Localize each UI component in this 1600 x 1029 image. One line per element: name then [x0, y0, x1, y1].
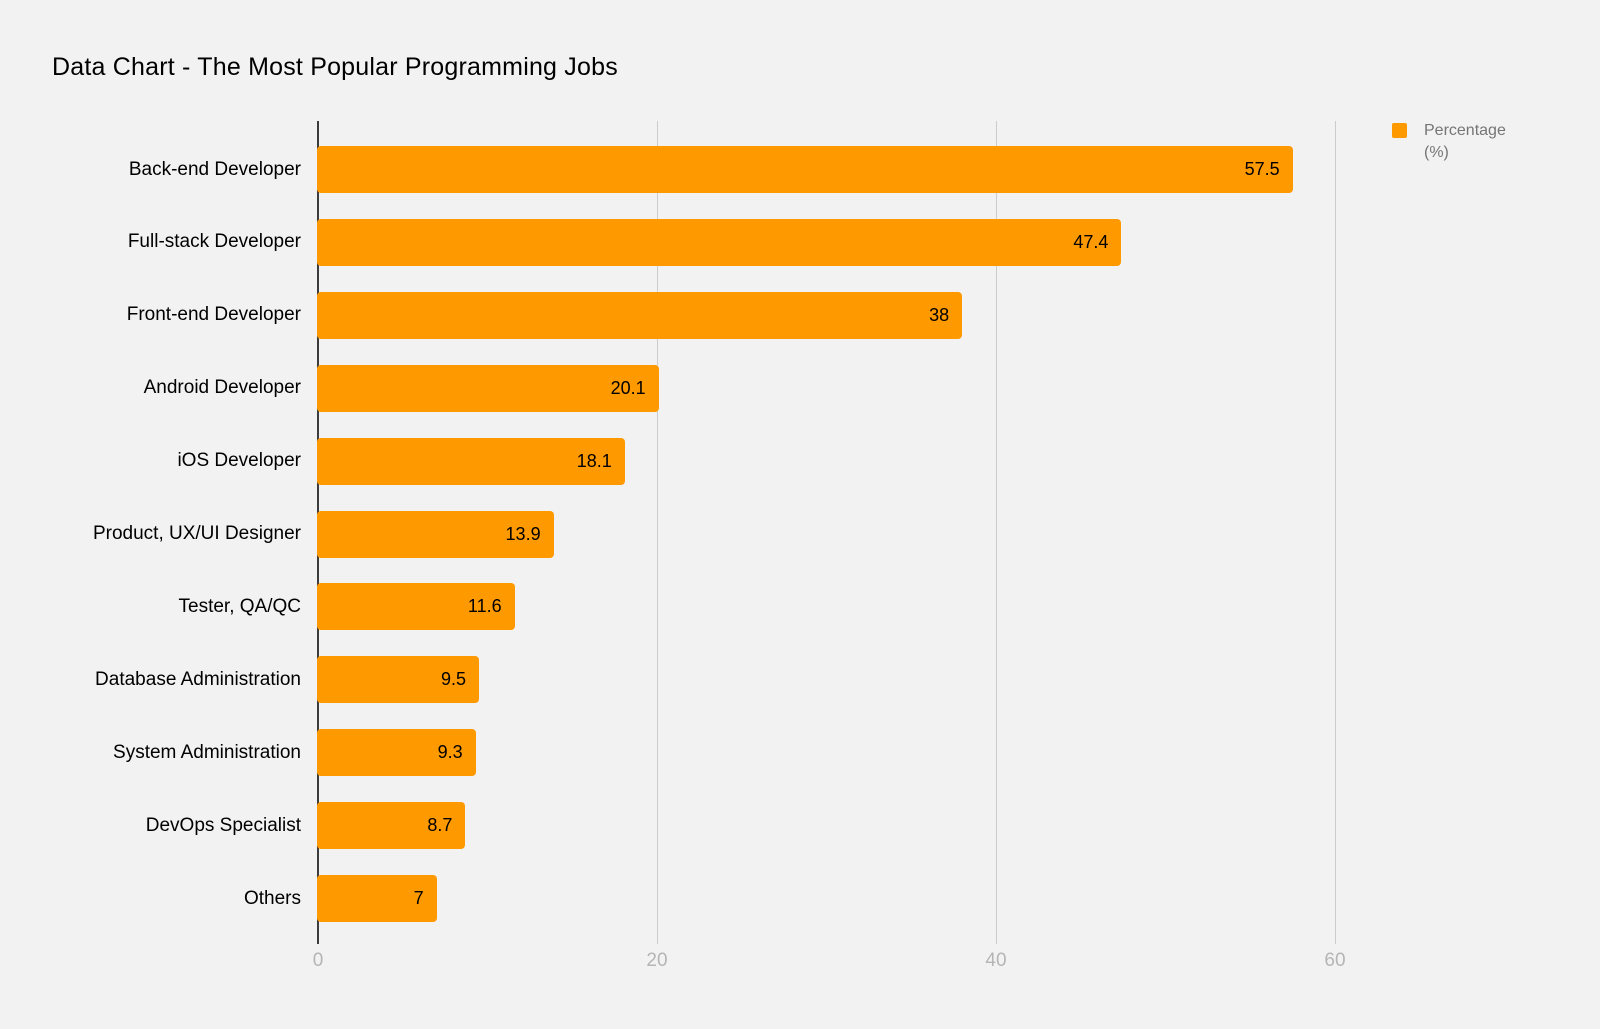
- x-axis-tick-label: 20: [646, 950, 668, 971]
- x-axis-tick-label: 40: [985, 950, 1007, 971]
- bar[interactable]: 7: [317, 875, 437, 922]
- category-label: Android Developer: [143, 377, 301, 399]
- category-label: System Administration: [113, 741, 301, 763]
- bar[interactable]: 9.3: [317, 729, 476, 777]
- chart-title: Data Chart - The Most Popular Programmin…: [52, 53, 618, 81]
- category-label: Product, UX/UI Designer: [92, 523, 301, 544]
- category-label: Full-stack Developer: [127, 231, 301, 253]
- bar-value-label: 38: [929, 304, 950, 325]
- bar[interactable]: 57.5: [317, 146, 1293, 193]
- bar-value-label: 7: [413, 888, 424, 908]
- bar[interactable]: 13.9: [317, 510, 554, 558]
- bar-value-label: 11.6: [467, 596, 502, 617]
- category-label: Database Administration: [95, 668, 301, 690]
- category-label: DevOps Specialist: [145, 814, 301, 836]
- bar[interactable]: 47.4: [317, 218, 1122, 266]
- bar[interactable]: 9.5: [317, 656, 480, 704]
- x-gridline: [995, 121, 997, 944]
- x-gridline: [1334, 121, 1336, 944]
- legend-label: Percentage (%): [1424, 122, 1506, 161]
- bar-value-label: 20.1: [610, 377, 646, 398]
- bar-value-label: 18.1: [576, 450, 612, 471]
- bar-value-label: 57.5: [1244, 159, 1280, 179]
- bar[interactable]: 11.6: [317, 583, 515, 631]
- legend-swatch-icon: [1392, 123, 1407, 138]
- chart-legend[interactable]: Percentage (%): [1392, 120, 1516, 164]
- bar[interactable]: 38: [317, 291, 963, 339]
- x-gridline: [656, 121, 658, 944]
- bar[interactable]: 20.1: [317, 364, 659, 412]
- category-label: Others: [243, 887, 301, 909]
- bar-value-label: 9.5: [440, 669, 467, 690]
- x-axis-tick-label: 0: [312, 950, 324, 971]
- bar-value-label: 8.7: [427, 815, 453, 836]
- bar-value-label: 13.9: [505, 523, 541, 544]
- bar[interactable]: 8.7: [317, 802, 466, 850]
- category-label: Front-end Developer: [126, 304, 301, 326]
- category-label: iOS Developer: [177, 450, 301, 472]
- bar[interactable]: 18.1: [317, 437, 625, 485]
- x-axis-tick-label: 60: [1324, 950, 1346, 971]
- bar-value-label: 47.4: [1073, 231, 1109, 252]
- bar-value-label: 9.3: [437, 742, 463, 763]
- category-label: Tester, QA/QC: [178, 595, 301, 617]
- category-label: Back-end Developer: [128, 158, 301, 180]
